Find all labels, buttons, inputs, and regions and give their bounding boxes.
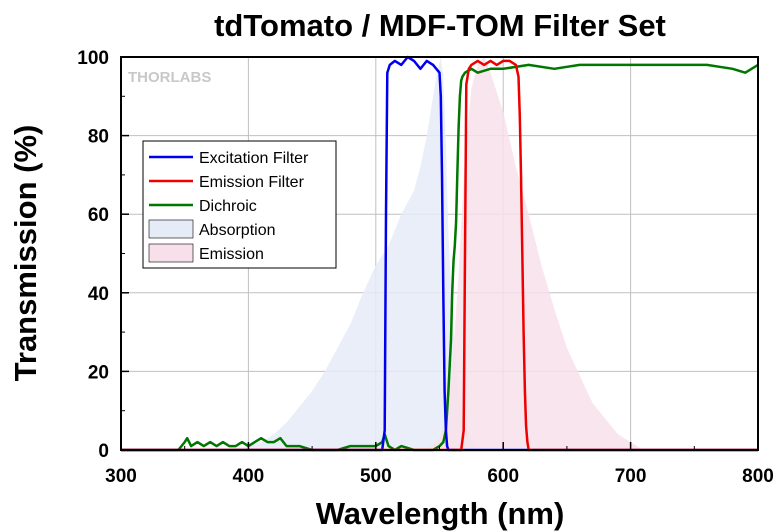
legend: Excitation Filter Emission Filter Dichroic… [142,140,337,269]
x-tick-labels: 300 400 500 600 700 800 [105,466,774,487]
spectra-areas [184,57,644,450]
legend-label: Excitation Filter [199,150,309,167]
y-tick-label: 100 [77,48,109,69]
line-emission-filter [121,59,758,452]
x-tick-label: 500 [360,466,392,487]
y-tick-labels: 0 20 40 60 80 100 [77,48,109,462]
area-absorption [184,57,504,450]
legend-label: Absorption [199,222,276,239]
plot-frame [120,56,759,451]
y-axis-title: Transmission (%) [8,125,43,382]
y-tick-label: 80 [88,127,109,148]
x-tick-label: 300 [105,466,137,487]
legend-swatch [148,219,194,239]
line-excitation-filter [121,55,758,452]
legend-label: Emission [199,246,264,263]
legend-label: Emission Filter [199,174,305,191]
chart-title: tdTomato / MDF-TOM Filter Set [214,8,666,43]
legend-items: Excitation Filter Emission Filter Dichroic… [148,150,309,263]
y-tick-label: 60 [88,205,109,226]
area-emission [426,57,644,450]
y-tick-label: 40 [88,284,109,305]
legend-swatch [148,243,194,263]
x-tick-label: 700 [615,466,647,487]
plot-area [120,55,759,452]
watermark-logo: THORLABS [128,69,211,86]
y-tick-label: 20 [88,362,109,383]
x-tick-label: 800 [742,466,774,487]
y-tick-label: 0 [98,441,109,462]
x-tick-label: 600 [487,466,519,487]
x-axis-title: Wavelength (nm) [316,496,565,531]
x-tick-label: 400 [233,466,265,487]
legend-label: Dichroic [199,198,257,215]
